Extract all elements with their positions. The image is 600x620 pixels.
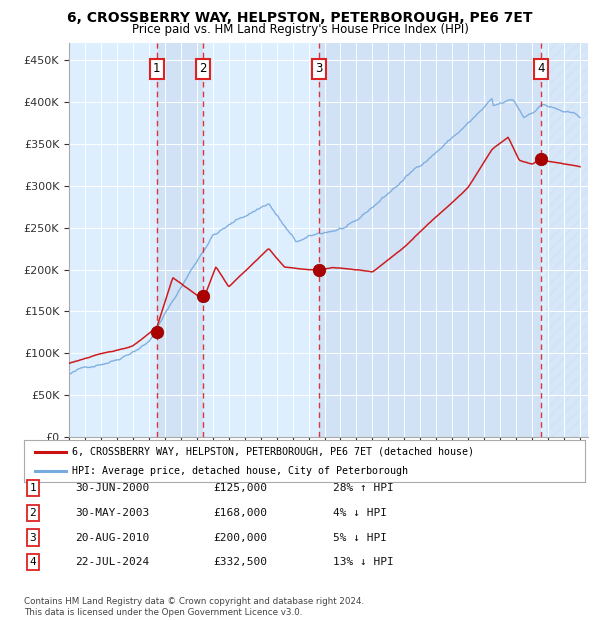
Bar	[547, 43, 588, 437]
Text: £332,500: £332,500	[213, 557, 267, 567]
Text: 30-MAY-2003: 30-MAY-2003	[75, 508, 149, 518]
Text: 1: 1	[29, 483, 37, 493]
Text: 6, CROSSBERRY WAY, HELPSTON, PETERBOROUGH, PE6 7ET: 6, CROSSBERRY WAY, HELPSTON, PETERBOROUG…	[67, 11, 533, 25]
Text: 6, CROSSBERRY WAY, HELPSTON, PETERBOROUGH, PE6 7ET (detached house): 6, CROSSBERRY WAY, HELPSTON, PETERBOROUG…	[71, 446, 473, 456]
Text: 13% ↓ HPI: 13% ↓ HPI	[333, 557, 394, 567]
Bar	[157, 43, 203, 437]
Text: £125,000: £125,000	[213, 483, 267, 493]
Text: 3: 3	[315, 63, 322, 76]
Text: £168,000: £168,000	[213, 508, 267, 518]
Text: £200,000: £200,000	[213, 533, 267, 542]
Bar	[319, 43, 541, 437]
Text: 4: 4	[537, 63, 545, 76]
Text: 30-JUN-2000: 30-JUN-2000	[75, 483, 149, 493]
Text: 1: 1	[153, 63, 161, 76]
Text: 5% ↓ HPI: 5% ↓ HPI	[333, 533, 387, 542]
Text: Contains HM Land Registry data © Crown copyright and database right 2024.
This d: Contains HM Land Registry data © Crown c…	[24, 598, 364, 617]
Text: 2: 2	[29, 508, 37, 518]
Text: 4% ↓ HPI: 4% ↓ HPI	[333, 508, 387, 518]
Text: 4: 4	[29, 557, 37, 567]
Text: HPI: Average price, detached house, City of Peterborough: HPI: Average price, detached house, City…	[71, 466, 407, 476]
Text: 20-AUG-2010: 20-AUG-2010	[75, 533, 149, 542]
Text: 3: 3	[29, 533, 37, 542]
Text: 2: 2	[200, 63, 207, 76]
Text: Price paid vs. HM Land Registry's House Price Index (HPI): Price paid vs. HM Land Registry's House …	[131, 23, 469, 36]
Text: 22-JUL-2024: 22-JUL-2024	[75, 557, 149, 567]
Text: 28% ↑ HPI: 28% ↑ HPI	[333, 483, 394, 493]
